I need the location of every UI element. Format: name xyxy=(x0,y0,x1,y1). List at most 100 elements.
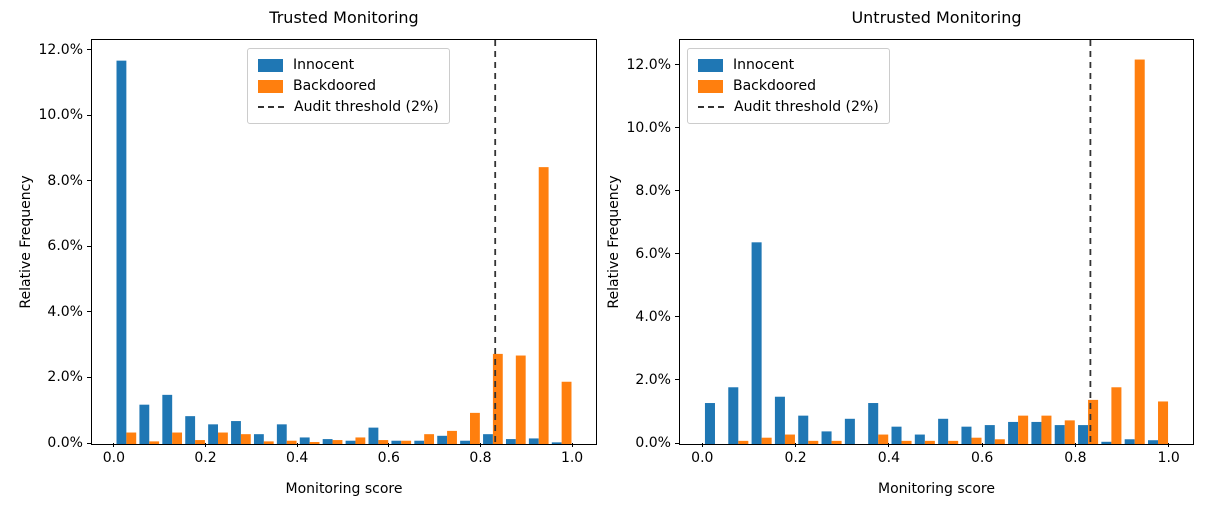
x-tick-label: 0.8 xyxy=(469,450,492,466)
y-tick-label: 8.0% xyxy=(47,172,83,189)
x-tick-mark xyxy=(981,443,983,447)
backdoored-bar xyxy=(332,440,343,444)
x-axis-label: Monitoring score xyxy=(878,481,995,497)
backdoored-bar xyxy=(831,440,842,444)
backdoored-bar xyxy=(286,440,297,444)
innocent-bar xyxy=(345,440,356,444)
innocent-bar xyxy=(437,435,448,444)
innocent-bar xyxy=(1124,439,1135,444)
backdoored-bar xyxy=(538,167,549,444)
legend-label: Innocent xyxy=(733,57,795,73)
backdoored-bar xyxy=(1064,420,1075,444)
backdoored-bar xyxy=(738,440,749,444)
innocent-bar xyxy=(1078,425,1089,444)
backdoored-bar xyxy=(447,430,457,444)
backdoored-bar xyxy=(948,440,959,444)
histogram-canvas xyxy=(116,40,572,444)
backdoored-bar xyxy=(195,440,205,444)
histogram-canvas xyxy=(704,40,1169,444)
legend-entry-threshold: Audit threshold (2%) xyxy=(698,97,879,117)
legend-label: Innocent xyxy=(293,57,355,73)
innocent-bar xyxy=(299,437,310,444)
backdoored-bar xyxy=(378,440,389,444)
y-tick-mark xyxy=(675,442,679,444)
backdoored-swatch xyxy=(258,79,283,93)
innocent-bar xyxy=(751,242,762,444)
y-tick-mark xyxy=(87,376,91,378)
legend: Innocent Backdoored Audit threshold (2%) xyxy=(687,48,890,124)
innocent-bar xyxy=(1031,421,1042,444)
innocent-bar xyxy=(208,424,218,444)
x-tick-label: 0.0 xyxy=(102,450,126,466)
backdoored-swatch xyxy=(698,79,723,93)
y-tick-mark xyxy=(675,316,679,318)
y-tick-mark xyxy=(87,49,91,51)
x-tick-mark xyxy=(479,443,481,447)
backdoored-bar xyxy=(878,434,889,444)
x-axis-label: Monitoring score xyxy=(285,481,403,497)
innocent-bar xyxy=(1008,421,1019,444)
backdoored-bar xyxy=(1018,415,1029,444)
y-tick-label: 4.0% xyxy=(47,303,83,320)
backdoored-bar xyxy=(218,432,228,444)
innocent-bar xyxy=(938,418,949,444)
y-tick-mark xyxy=(675,127,679,129)
backdoored-bar xyxy=(924,440,935,444)
y-tick-label: 2.0% xyxy=(47,369,83,386)
x-tick-mark xyxy=(571,443,573,447)
y-tick-mark xyxy=(87,114,91,116)
legend-label: Audit threshold (2%) xyxy=(294,99,439,115)
y-tick-label: 10.0% xyxy=(626,119,671,136)
innocent-bar xyxy=(728,387,739,444)
y-tick-label: 10.0% xyxy=(38,107,83,124)
backdoored-bar xyxy=(561,381,572,444)
backdoored-bar xyxy=(784,434,795,444)
x-tick-label: 1.0 xyxy=(560,450,584,466)
x-tick-label: 0.4 xyxy=(877,450,900,466)
innocent-bar xyxy=(868,403,879,444)
backdoored-bar xyxy=(1158,401,1169,444)
innocent-bar xyxy=(276,424,287,444)
y-tick-mark xyxy=(87,442,91,444)
innocent-bar xyxy=(116,60,127,444)
legend-entry-innocent: Innocent xyxy=(258,55,439,75)
innocent-bar xyxy=(253,434,264,444)
x-tick-mark xyxy=(113,443,115,447)
innocent-bar xyxy=(368,427,379,444)
innocent-bar xyxy=(844,418,855,444)
x-tick-mark xyxy=(701,443,703,447)
plot-area: Innocent Backdoored Audit threshold (2%) xyxy=(91,39,597,445)
innocent-bar xyxy=(891,426,902,444)
x-tick-label: 0.2 xyxy=(194,450,217,466)
innocent-bar xyxy=(551,442,562,444)
threshold-dash-icon xyxy=(698,106,724,108)
x-tick-mark xyxy=(1168,443,1170,447)
backdoored-bar xyxy=(263,441,274,444)
backdoored-bar xyxy=(126,432,137,444)
y-tick-label: 4.0% xyxy=(635,308,671,325)
backdoored-bar xyxy=(1134,59,1145,444)
x-tick-mark xyxy=(205,443,207,447)
innocent-bar xyxy=(961,426,972,444)
x-tick-mark xyxy=(296,443,298,447)
chart-title: Untrusted Monitoring xyxy=(851,8,1022,27)
backdoored-bar xyxy=(1041,415,1052,444)
innocent-swatch xyxy=(698,58,723,72)
innocent-bar xyxy=(798,415,809,444)
x-tick-label: 0.6 xyxy=(377,450,400,466)
y-tick-label: 6.0% xyxy=(47,238,83,255)
y-tick-label: 2.0% xyxy=(635,371,671,388)
y-tick-mark xyxy=(87,245,91,247)
innocent-bar xyxy=(483,434,493,444)
innocent-bar xyxy=(774,396,785,444)
x-tick-mark xyxy=(388,443,390,447)
innocent-bar xyxy=(460,440,470,444)
backdoored-bar xyxy=(470,412,480,444)
y-tick-label: 6.0% xyxy=(635,245,671,262)
x-tick-mark xyxy=(1074,443,1076,447)
backdoored-bar xyxy=(971,437,982,444)
backdoored-bar xyxy=(149,441,160,444)
y-tick-label: 0.0% xyxy=(47,435,83,451)
backdoored-bar xyxy=(172,432,183,444)
